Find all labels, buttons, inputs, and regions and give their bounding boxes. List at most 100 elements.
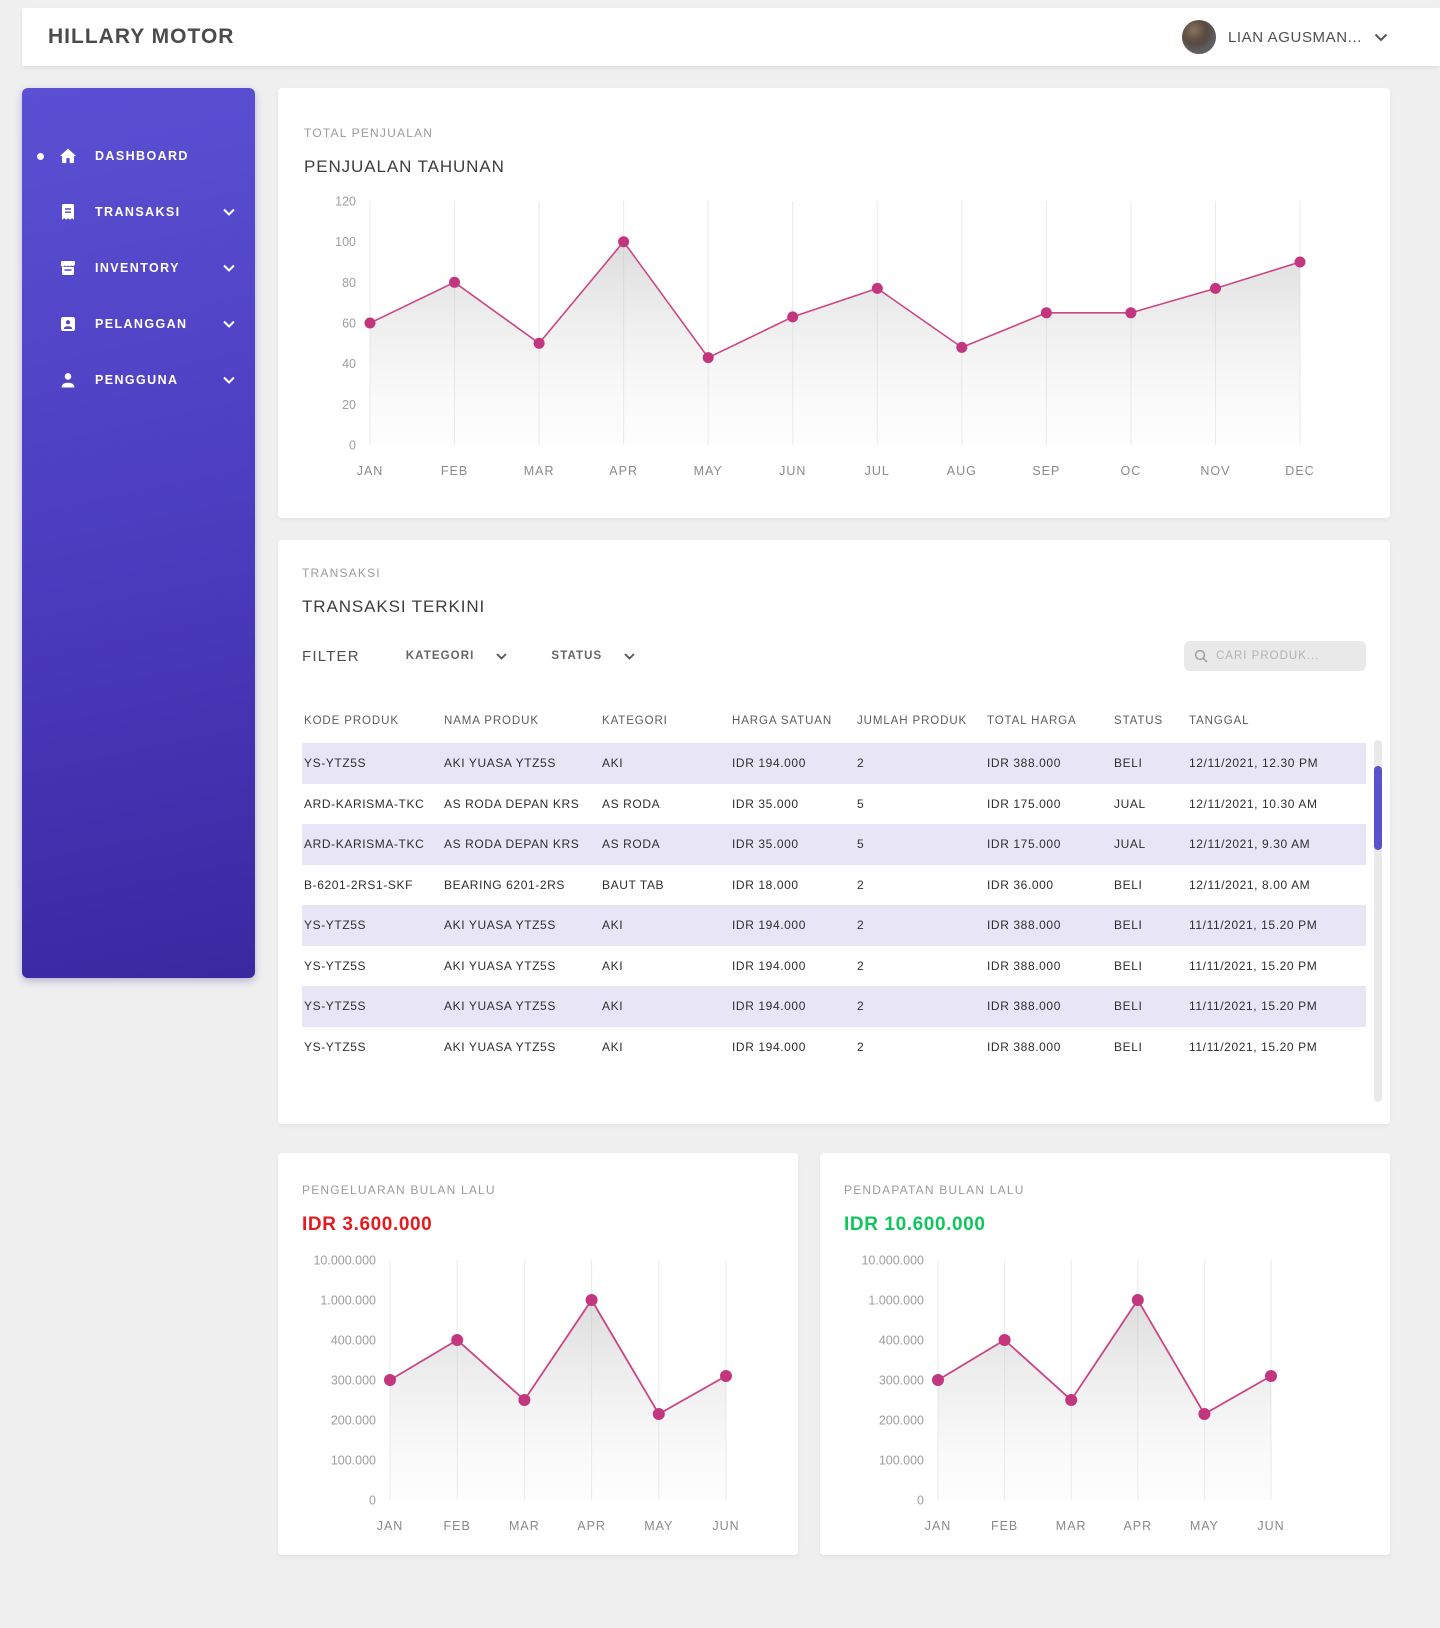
table-cell: AS RODA DEPAN KRS bbox=[444, 796, 580, 811]
table-cell: 5 bbox=[857, 837, 865, 852]
data-line bbox=[369, 240, 1301, 359]
avatar[interactable] bbox=[1181, 20, 1216, 54]
data-point bbox=[956, 341, 968, 353]
data-point bbox=[871, 282, 883, 294]
x-axis-tick-label: AUG bbox=[947, 464, 977, 478]
table-column-header: STATUS bbox=[1114, 715, 1164, 727]
transactions-table-body: YS-YTZ5S AKI YUASA YTZ5S AKI IDR 194.000 2 ID… bbox=[302, 743, 1366, 1067]
table-cell: AKI bbox=[602, 756, 624, 771]
sidebar-item-inventory[interactable]: INVENTORY bbox=[22, 240, 255, 296]
data-point bbox=[1131, 1294, 1144, 1306]
y-axis-tick-label: 60 bbox=[342, 317, 356, 331]
card-eyebrow: TRANSAKSI bbox=[302, 566, 381, 580]
table-cell: YS-YTZ5S bbox=[304, 918, 367, 933]
chevron-down-icon bbox=[223, 208, 235, 216]
pengeluaran-bulan-lalu-chart: 0 100.000 200.000 300.000 400.000 1.000.000 10… bbox=[313, 1254, 738, 1534]
expense-chart-container: 0 100.000 200.000 300.000 400.000 1.000.000 10… bbox=[302, 1246, 774, 1553]
recent-transactions-card: TRANSAKSI TRANSAKSI TERKINI FILTER KATEG… bbox=[278, 540, 1390, 1124]
table-cell: BELI bbox=[1114, 756, 1143, 771]
table-cell: 2 bbox=[857, 958, 865, 973]
table-cell: 12/11/2021, 12.30 PM bbox=[1189, 756, 1319, 771]
data-point bbox=[652, 1408, 665, 1420]
x-axis-tick-label: JUL bbox=[865, 464, 890, 478]
area-fill bbox=[370, 241, 1300, 445]
table-row[interactable]: ARD-KARISMA-TKC AS RODA DEPAN KRS AS RODA I… bbox=[302, 824, 1366, 865]
data-point bbox=[1265, 1370, 1277, 1382]
sidebar-item-label: INVENTORY bbox=[95, 261, 180, 275]
table-scrollbar-track[interactable] bbox=[1374, 740, 1382, 1102]
table-cell: YS-YTZ5S bbox=[304, 999, 367, 1014]
table-row[interactable]: ARD-KARISMA-TKC AS RODA DEPAN KRS AS RODA I… bbox=[302, 784, 1366, 825]
y-axis-tick-label: 200.000 bbox=[879, 1414, 924, 1428]
table-cell: 2 bbox=[857, 756, 865, 771]
x-axis-tick-label: MAR bbox=[1056, 1519, 1087, 1533]
data-point bbox=[702, 352, 714, 364]
data-point bbox=[364, 317, 376, 329]
user-menu[interactable]: LIAN AGUSMAN... bbox=[1181, 20, 1388, 54]
table-cell: BAUT TAB bbox=[602, 877, 665, 892]
sidebar-item-pengguna[interactable]: PENGGUNA bbox=[22, 352, 255, 408]
sidebar-item-pelanggan[interactable]: PELANGGAN bbox=[22, 296, 255, 352]
table-row[interactable]: B-6201-2RS1-SKF BEARING 6201-2RS BAUT TAB I… bbox=[302, 865, 1366, 906]
user-name: LIAN AGUSMAN... bbox=[1227, 28, 1362, 46]
status-dropdown-label: STATUS bbox=[551, 650, 603, 662]
data-point bbox=[787, 311, 799, 323]
table-cell: AS RODA bbox=[602, 796, 661, 811]
x-axis-tick-label: APR bbox=[609, 464, 638, 478]
sidebar-item-label: PENGGUNA bbox=[95, 373, 179, 387]
status-dropdown[interactable]: STATUS bbox=[551, 650, 635, 662]
table-cell: AKI YUASA YTZ5S bbox=[444, 1039, 556, 1054]
table-cell: 2 bbox=[857, 918, 865, 933]
y-axis-tick-label: 0 bbox=[349, 439, 356, 453]
y-axis-tick-label: 120 bbox=[335, 195, 356, 209]
table-row[interactable]: YS-YTZ5S AKI YUASA YTZ5S AKI IDR 194.000 2 ID… bbox=[302, 905, 1366, 946]
y-axis-tick-label: 20 bbox=[342, 398, 356, 412]
table-cell: AKI bbox=[602, 918, 624, 933]
x-axis-tick-label: FEB bbox=[444, 1519, 471, 1533]
table-cell: JUAL bbox=[1114, 796, 1146, 811]
table-cell: 5 bbox=[857, 796, 865, 811]
table-scrollbar-thumb[interactable] bbox=[1374, 766, 1382, 850]
table-row[interactable]: YS-YTZ5S AKI YUASA YTZ5S AKI IDR 194.000 2 ID… bbox=[302, 743, 1366, 784]
x-axis-tick-label: NOV bbox=[1200, 464, 1230, 478]
table-cell: IDR 388.000 bbox=[987, 1039, 1061, 1054]
last-month-income-card: PENDAPATAN BULAN LALU IDR 10.600.000 0 10… bbox=[820, 1153, 1390, 1555]
table-cell: ARD-KARISMA-TKC bbox=[304, 837, 425, 852]
search-input[interactable] bbox=[1216, 650, 1356, 662]
table-cell: IDR 388.000 bbox=[987, 756, 1061, 771]
table-row[interactable]: YS-YTZ5S AKI YUASA YTZ5S AKI IDR 194.000 2 ID… bbox=[302, 986, 1366, 1027]
table-cell: IDR 36.000 bbox=[987, 877, 1054, 892]
x-axis-tick-label: JAN bbox=[377, 1519, 404, 1533]
table-cell: AKI YUASA YTZ5S bbox=[444, 756, 556, 771]
y-axis-tick-label: 1.000.000 bbox=[868, 1294, 924, 1308]
chevron-down-icon bbox=[624, 652, 635, 660]
card-eyebrow: TOTAL PENJUALAN bbox=[304, 126, 434, 140]
table-cell: AKI bbox=[602, 999, 624, 1014]
data-point bbox=[585, 1294, 598, 1306]
chevron-down-icon bbox=[223, 264, 235, 272]
card-title: TRANSAKSI TERKINI bbox=[302, 597, 486, 616]
kategori-dropdown[interactable]: KATEGORI bbox=[406, 650, 508, 662]
sidebar: DASHBOARD TRANSAKSI INVENTORY PELANGGAN … bbox=[22, 88, 255, 978]
pendapatan-bulan-lalu-chart: 0 100.000 200.000 300.000 400.000 1.000.000 10… bbox=[861, 1254, 1284, 1534]
card-title: PENJUALAN TAHUNAN bbox=[304, 157, 505, 176]
sidebar-item-transaksi[interactable]: TRANSAKSI bbox=[22, 184, 255, 240]
data-point bbox=[1210, 282, 1221, 294]
table-row[interactable]: YS-YTZ5S AKI YUASA YTZ5S AKI IDR 194.000 2 ID… bbox=[302, 1027, 1366, 1068]
table-column-header: TANGGAL bbox=[1189, 715, 1250, 727]
table-cell: IDR 194.000 bbox=[732, 1039, 806, 1054]
product-search-box[interactable] bbox=[1184, 641, 1366, 671]
annual-sales-card: TOTAL PENJUALAN PENJUALAN TAHUNAN 0 20 40 6… bbox=[278, 88, 1390, 518]
table-cell: 2 bbox=[857, 877, 865, 892]
x-axis-tick-label: JAN bbox=[925, 1519, 952, 1533]
table-column-header: KATEGORI bbox=[602, 715, 668, 727]
chevron-down-icon bbox=[223, 376, 235, 384]
x-axis-tick-label: JUN bbox=[1257, 1519, 1284, 1533]
sidebar-item-dashboard[interactable]: DASHBOARD bbox=[22, 128, 255, 184]
data-point bbox=[1065, 1394, 1078, 1406]
income-amount: IDR 10.600.000 bbox=[844, 1214, 986, 1235]
data-point bbox=[618, 236, 630, 248]
area-fill bbox=[938, 1300, 1271, 1500]
data-point bbox=[384, 1374, 396, 1386]
table-row[interactable]: YS-YTZ5S AKI YUASA YTZ5S AKI IDR 194.000 2 ID… bbox=[302, 946, 1366, 987]
